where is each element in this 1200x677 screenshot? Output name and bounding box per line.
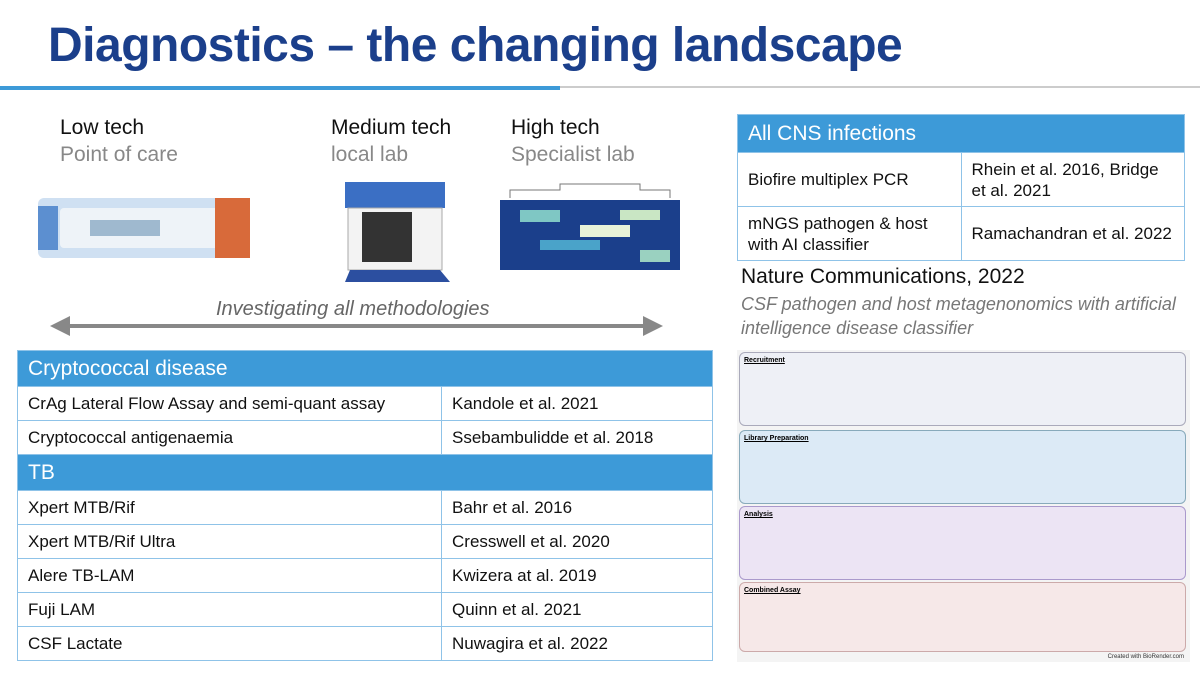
figure-credit: Created with BioRender.com bbox=[1107, 654, 1184, 660]
tier: High tech Specialist lab bbox=[511, 114, 635, 168]
panel: Combined Assay bbox=[739, 582, 1186, 652]
method: mNGS pathogen & host with AI classifier bbox=[737, 206, 962, 261]
tier-level: Medium tech bbox=[331, 116, 452, 139]
left-table: Cryptococcal disease CrAg Lateral Flow As… bbox=[17, 350, 713, 661]
section-heading: TB bbox=[17, 454, 713, 491]
method: Xpert MTB/Rif bbox=[17, 490, 442, 525]
reference: Ramachandran et al. 2022 bbox=[960, 206, 1185, 261]
reference: Quinn et al. 2021 bbox=[441, 592, 713, 627]
table-row: Xpert MTB/Rif Bahr et al. 2016 bbox=[17, 490, 713, 525]
panel-heading: Combined Assay bbox=[744, 587, 801, 594]
tier-level: Low tech bbox=[60, 116, 145, 139]
method: Biofire multiplex PCR bbox=[737, 152, 962, 207]
method: CrAg Lateral Flow Assay and semi-quant a… bbox=[17, 386, 442, 421]
tier: Low tech Point of care bbox=[60, 114, 178, 168]
cartridge bbox=[345, 182, 450, 282]
title-rule-grey bbox=[560, 86, 1200, 88]
table-row: Cryptococcal antigenaemia Ssebambulidde e… bbox=[17, 420, 713, 455]
method: Cryptococcal antigenaemia bbox=[17, 420, 442, 455]
tier-setting: local lab bbox=[331, 143, 409, 166]
figure: Recruitment Library Preparation Analysis… bbox=[737, 350, 1190, 662]
table-row: CrAg Lateral Flow Assay and semi-quant a… bbox=[17, 386, 713, 421]
heatmap bbox=[500, 183, 680, 270]
reference: Cresswell et al. 2020 bbox=[441, 524, 713, 559]
header-row: All CNS infections bbox=[737, 114, 1185, 153]
description: CSF pathogen and host metagenonomics wit… bbox=[741, 294, 1176, 338]
reference: Rhein et al. 2016, Bridge et al. 2021 bbox=[960, 152, 1185, 207]
reference: Nuwagira et al. 2022 bbox=[441, 626, 713, 661]
method: Alere TB-LAM bbox=[17, 558, 442, 593]
table-row: Alere TB-LAM Kwizera at al. 2019 bbox=[17, 558, 713, 593]
tier-setting: Point of care bbox=[60, 143, 178, 166]
section-row: TB bbox=[17, 454, 713, 491]
title-rule bbox=[0, 86, 560, 90]
table-row: mNGS pathogen & host with AI classifier R… bbox=[737, 206, 1185, 261]
reference: Bahr et al. 2016 bbox=[441, 490, 713, 525]
section-heading: Cryptococcal disease bbox=[17, 350, 713, 387]
double-arrow bbox=[50, 316, 663, 336]
table-row: Fuji LAM Quinn et al. 2021 bbox=[17, 592, 713, 627]
reference: Ssebambulidde et al. 2018 bbox=[441, 420, 713, 455]
tier-level: High tech bbox=[511, 116, 600, 139]
arrow-label: Investigating all methodologies bbox=[216, 298, 490, 320]
panel: Library Preparation bbox=[739, 430, 1186, 504]
table-row: Biofire multiplex PCR Rhein et al. 2016, … bbox=[737, 152, 1185, 207]
reference: Kandole et al. 2021 bbox=[441, 386, 713, 421]
method: CSF Lactate bbox=[17, 626, 442, 661]
panel: Recruitment bbox=[739, 352, 1186, 426]
table-row: CSF Lactate Nuwagira et al. 2022 bbox=[17, 626, 713, 661]
slide-title: Diagnostics – the changing landscape bbox=[48, 19, 903, 72]
method: Xpert MTB/Rif Ultra bbox=[17, 524, 442, 559]
panel-heading: Analysis bbox=[744, 511, 773, 518]
panel-heading: Library Preparation bbox=[744, 435, 809, 442]
table-heading: All CNS infections bbox=[737, 114, 1185, 153]
method: Fuji LAM bbox=[17, 592, 442, 627]
reference: Kwizera at al. 2019 bbox=[441, 558, 713, 593]
tier: Medium tech local lab bbox=[331, 114, 451, 168]
table-row: Xpert MTB/Rif Ultra Cresswell et al. 2020 bbox=[17, 524, 713, 559]
journal: Nature Communications, 2022 bbox=[741, 265, 1025, 288]
tier-setting: Specialist lab bbox=[511, 143, 635, 166]
illustrations bbox=[38, 182, 680, 336]
lateral-flow-device bbox=[38, 198, 250, 258]
section-row: Cryptococcal disease bbox=[17, 350, 713, 387]
panel: Analysis bbox=[739, 506, 1186, 580]
right-table: All CNS infections Biofire multiplex PCR R… bbox=[737, 114, 1185, 261]
panel-heading: Recruitment bbox=[744, 357, 785, 364]
